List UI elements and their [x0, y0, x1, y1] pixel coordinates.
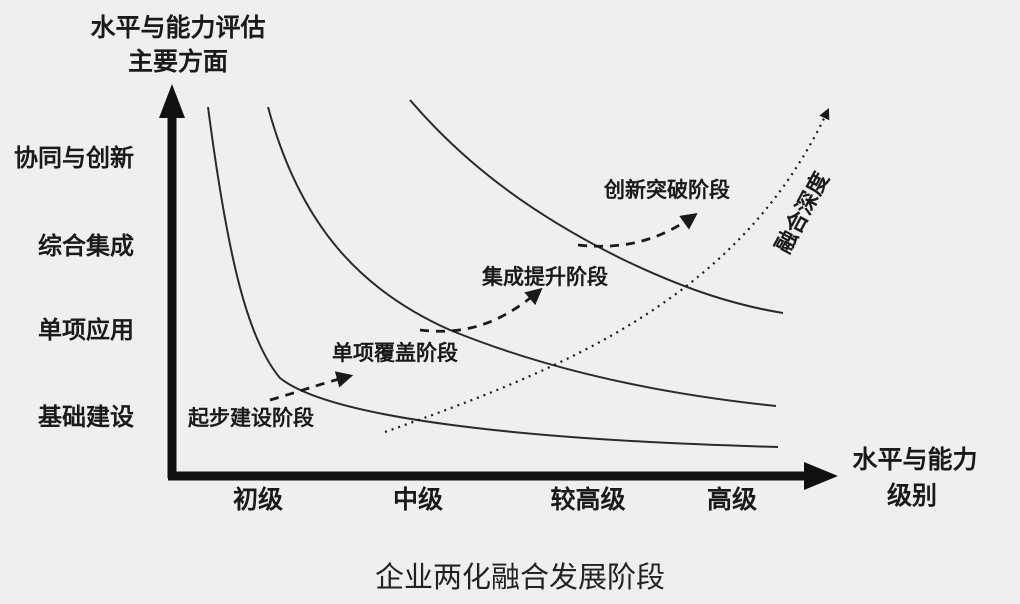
stage-label-single-coverage: 单项覆盖阶段 [332, 341, 458, 365]
x-level-primary: 初级 [233, 485, 283, 514]
diagram-caption: 企业两化融合发展阶段 [375, 560, 665, 594]
stage-arrow-3 [577, 213, 698, 248]
y-axis-arrowhead [159, 84, 185, 118]
stage-arrow-1 [269, 371, 354, 402]
x-level-advanced: 高级 [707, 485, 757, 514]
x-axis-levels: 初级 中级 较高级 高级 [233, 485, 757, 514]
y-level-integration: 综合集成 [38, 232, 134, 260]
x-level-intermediate: 中级 [393, 485, 443, 514]
y-level-infrastructure: 基础建设 [38, 403, 134, 431]
fusion-depth-curve [384, 108, 830, 434]
fusion-depth-label: 融合深度 [770, 167, 835, 258]
stage-label-integration-upgrade: 集成提升阶段 [481, 265, 608, 289]
x-axis-title-line1: 水平与能力 [852, 445, 977, 474]
y-level-single-application: 单项应用 [38, 316, 134, 344]
y-level-collaboration: 协同与创新 [14, 144, 134, 172]
stage-arrows [269, 213, 698, 402]
curve-high [409, 99, 784, 314]
y-axis-title-line2: 主要方面 [128, 47, 228, 76]
curve-mid [267, 106, 777, 407]
level-curves [207, 99, 784, 448]
axes [159, 84, 838, 490]
y-axis-levels: 协同与创新 综合集成 单项应用 基础建设 [14, 144, 134, 431]
y-axis-title-line1: 水平与能力评估 [90, 13, 265, 42]
stage-labels: 起步建设阶段 单项覆盖阶段 集成提升阶段 创新突破阶段 [187, 178, 730, 430]
stage-label-startup: 起步建设阶段 [187, 406, 314, 430]
x-level-higher: 较高级 [550, 485, 625, 514]
x-axis-title-line2: 级别 [887, 481, 937, 510]
stage-label-innovation-breakthrough: 创新突破阶段 [603, 178, 730, 202]
curve-low [207, 106, 779, 448]
x-axis-arrowhead [804, 462, 838, 490]
stage-arrow-2 [419, 287, 543, 333]
